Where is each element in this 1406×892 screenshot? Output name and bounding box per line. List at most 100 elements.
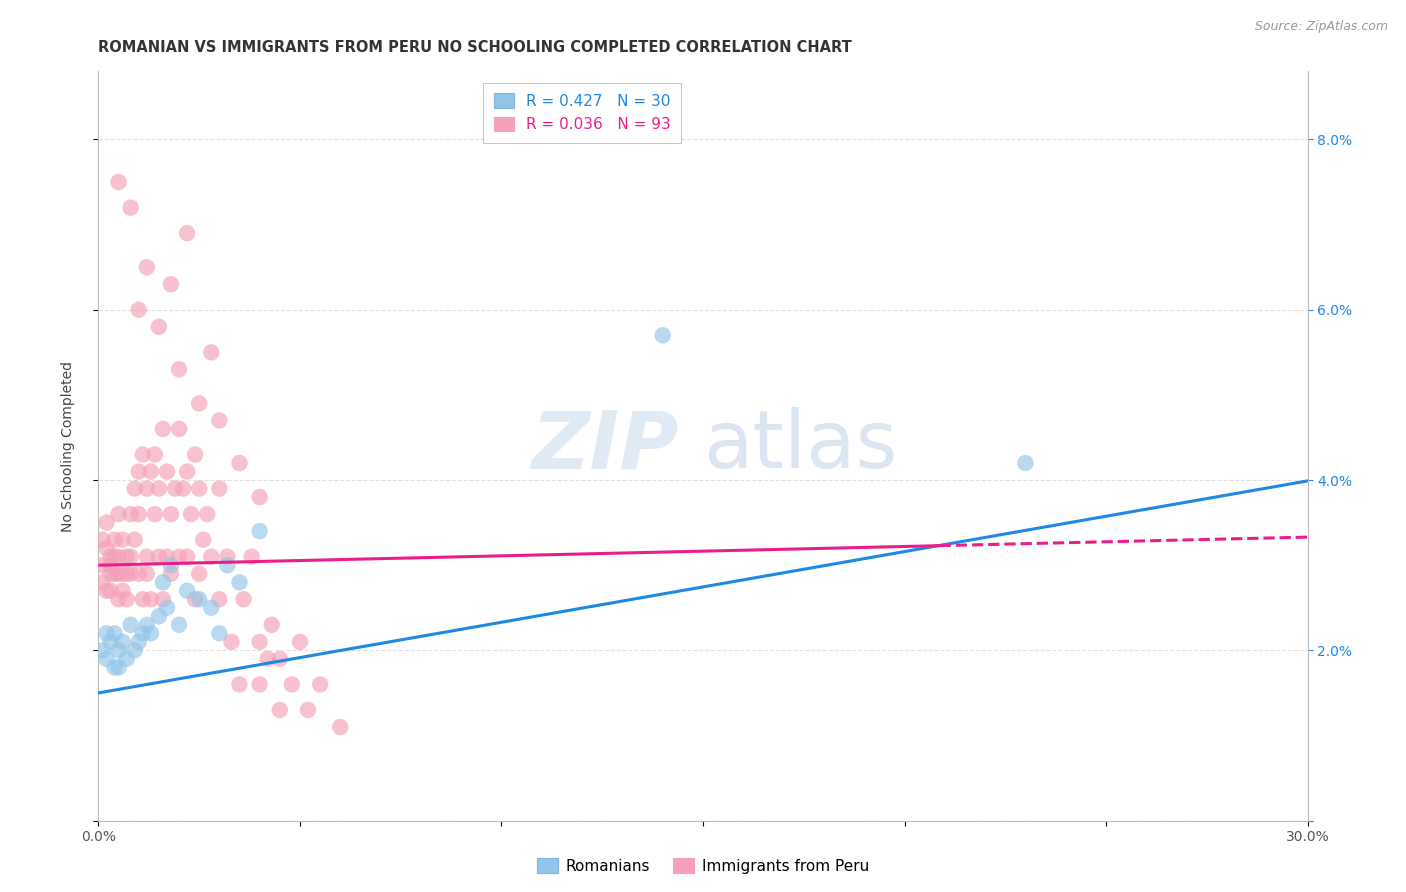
Point: [107, 549, 129, 564]
Point: [329, 720, 352, 734]
Text: Source: ZipAtlas.com: Source: ZipAtlas.com: [1254, 20, 1388, 33]
Point: [100, 549, 122, 564]
Point: [128, 566, 150, 581]
Point: [128, 635, 150, 649]
Point: [148, 482, 170, 496]
Point: [297, 703, 319, 717]
Point: [269, 652, 291, 666]
Point: [107, 507, 129, 521]
Point: [115, 652, 138, 666]
Point: [107, 566, 129, 581]
Point: [167, 362, 190, 376]
Point: [240, 549, 263, 564]
Point: [167, 549, 190, 564]
Point: [96, 652, 118, 666]
Point: [91, 643, 114, 657]
Point: [107, 660, 129, 674]
Point: [156, 549, 179, 564]
Point: [100, 558, 122, 573]
Point: [139, 626, 162, 640]
Point: [143, 507, 166, 521]
Point: [128, 507, 150, 521]
Point: [228, 677, 250, 691]
Point: [156, 600, 179, 615]
Point: [651, 328, 673, 343]
Point: [256, 652, 278, 666]
Point: [188, 566, 211, 581]
Point: [184, 592, 207, 607]
Point: [103, 626, 125, 640]
Point: [91, 533, 114, 547]
Point: [232, 592, 254, 607]
Point: [152, 575, 174, 590]
Point: [217, 549, 239, 564]
Point: [128, 302, 150, 317]
Point: [124, 482, 146, 496]
Point: [103, 660, 125, 674]
Point: [260, 617, 283, 632]
Point: [176, 226, 198, 240]
Point: [195, 507, 218, 521]
Point: [176, 549, 198, 564]
Point: [96, 626, 118, 640]
Point: [103, 566, 125, 581]
Point: [120, 617, 142, 632]
Point: [176, 465, 198, 479]
Point: [115, 592, 138, 607]
Point: [120, 549, 142, 564]
Point: [200, 600, 222, 615]
Text: atlas: atlas: [703, 407, 897, 485]
Legend: Romanians, Immigrants from Peru: Romanians, Immigrants from Peru: [530, 852, 876, 880]
Point: [120, 201, 142, 215]
Point: [103, 533, 125, 547]
Point: [115, 566, 138, 581]
Legend: R = 0.427   N = 30, R = 0.036   N = 93: R = 0.427 N = 30, R = 0.036 N = 93: [484, 83, 681, 143]
Point: [135, 260, 157, 275]
Text: ROMANIAN VS IMMIGRANTS FROM PERU NO SCHOOLING COMPLETED CORRELATION CHART: ROMANIAN VS IMMIGRANTS FROM PERU NO SCHO…: [98, 40, 852, 55]
Point: [188, 482, 211, 496]
Point: [135, 549, 157, 564]
Point: [200, 345, 222, 359]
Point: [167, 422, 190, 436]
Point: [208, 413, 231, 427]
Point: [221, 635, 243, 649]
Point: [269, 703, 291, 717]
Point: [309, 677, 332, 691]
Text: ZIP: ZIP: [531, 407, 679, 485]
Point: [148, 549, 170, 564]
Point: [160, 277, 183, 292]
Point: [208, 626, 231, 640]
Point: [288, 635, 311, 649]
Point: [107, 643, 129, 657]
Point: [100, 566, 122, 581]
Point: [120, 507, 142, 521]
Point: [152, 592, 174, 607]
Point: [193, 533, 215, 547]
Point: [103, 549, 125, 564]
Point: [91, 575, 114, 590]
Point: [111, 533, 134, 547]
Point: [100, 583, 122, 598]
Point: [91, 558, 114, 573]
Point: [120, 566, 142, 581]
Point: [180, 507, 202, 521]
Point: [281, 677, 304, 691]
Point: [107, 175, 129, 189]
Point: [111, 635, 134, 649]
Point: [208, 592, 231, 607]
Point: [135, 566, 157, 581]
Point: [148, 319, 170, 334]
Point: [152, 422, 174, 436]
Point: [228, 575, 250, 590]
Point: [1014, 456, 1036, 470]
Point: [160, 507, 183, 521]
Y-axis label: No Schooling Completed: No Schooling Completed: [60, 360, 75, 532]
Point: [188, 592, 211, 607]
Point: [188, 396, 211, 410]
Point: [163, 482, 186, 496]
Point: [96, 516, 118, 530]
Point: [111, 583, 134, 598]
Point: [139, 592, 162, 607]
Point: [132, 592, 155, 607]
Point: [124, 533, 146, 547]
